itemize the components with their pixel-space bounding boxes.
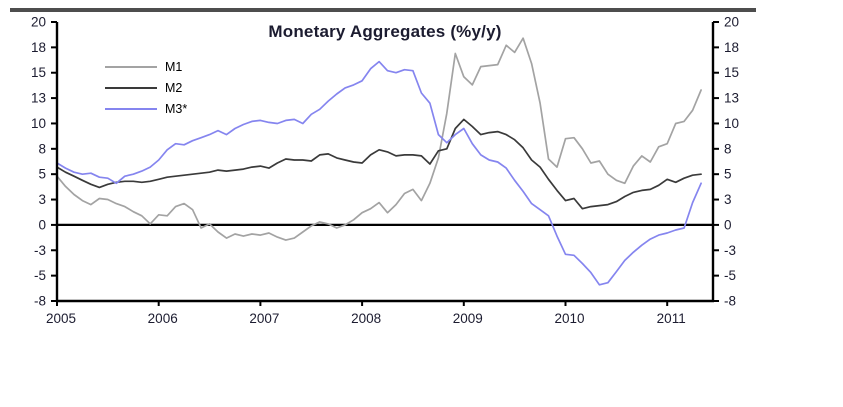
y-tick-label-right: 0 bbox=[724, 217, 732, 232]
y-tick-label-right: 13 bbox=[724, 91, 739, 106]
x-tick-label: 2010 bbox=[554, 311, 584, 326]
legend-label-m3: M3* bbox=[165, 101, 188, 116]
y-tick-label-right: 5 bbox=[724, 167, 732, 182]
series-line-m1 bbox=[56, 37, 702, 241]
top-divider bbox=[10, 8, 756, 12]
legend-line-m2 bbox=[105, 86, 157, 89]
y-tick-label-right: 18 bbox=[724, 40, 739, 55]
y-tick-label-left: -8 bbox=[34, 294, 46, 309]
y-tick-label-left: 5 bbox=[38, 167, 46, 182]
y-tick-label-left: 15 bbox=[31, 65, 46, 80]
legend-item-m1: M1 bbox=[105, 56, 187, 77]
y-tick-label-left: 13 bbox=[31, 91, 46, 106]
y-tick-label-right: -5 bbox=[724, 268, 736, 283]
legend-label-m1: M1 bbox=[165, 59, 183, 74]
y-tick-label-left: 3 bbox=[38, 192, 46, 207]
y-tick-label-left: -3 bbox=[34, 243, 46, 258]
x-tick-label: 2006 bbox=[148, 311, 178, 326]
y-tick-label-left: 8 bbox=[38, 141, 46, 156]
y-tick-label-right: 10 bbox=[724, 116, 739, 131]
y-tick-label-left: -5 bbox=[34, 268, 46, 283]
chart-legend: M1 M2 M3* bbox=[105, 56, 187, 119]
y-tick-label-right: 20 bbox=[724, 15, 739, 30]
y-tick-label-right: -8 bbox=[724, 294, 736, 309]
legend-line-m1 bbox=[105, 65, 157, 68]
x-tick-label: 2011 bbox=[657, 311, 686, 326]
x-tick-label: 2005 bbox=[46, 311, 76, 326]
chart-title: Monetary Aggregates (%y/y) bbox=[268, 22, 502, 41]
x-tick-label: 2008 bbox=[351, 311, 381, 326]
legend-item-m3: M3* bbox=[105, 98, 187, 119]
series-line-m3 bbox=[56, 60, 702, 286]
y-tick-label-left: 0 bbox=[38, 217, 46, 232]
y-tick-label-right: 3 bbox=[724, 192, 732, 207]
y-tick-label-left: 18 bbox=[31, 40, 46, 55]
legend-line-m3 bbox=[105, 107, 157, 110]
x-tick-label: 2007 bbox=[249, 311, 279, 326]
x-tick-label: 2009 bbox=[453, 311, 483, 326]
y-tick-label-right: 8 bbox=[724, 141, 732, 156]
legend-label-m2: M2 bbox=[165, 80, 183, 95]
series-line-m2 bbox=[56, 118, 702, 210]
y-tick-label-right: -3 bbox=[724, 243, 736, 258]
y-tick-label-left: 20 bbox=[31, 15, 46, 30]
y-tick-label-right: 15 bbox=[724, 65, 739, 80]
legend-item-m2: M2 bbox=[105, 77, 187, 98]
y-tick-label-left: 10 bbox=[31, 116, 46, 131]
